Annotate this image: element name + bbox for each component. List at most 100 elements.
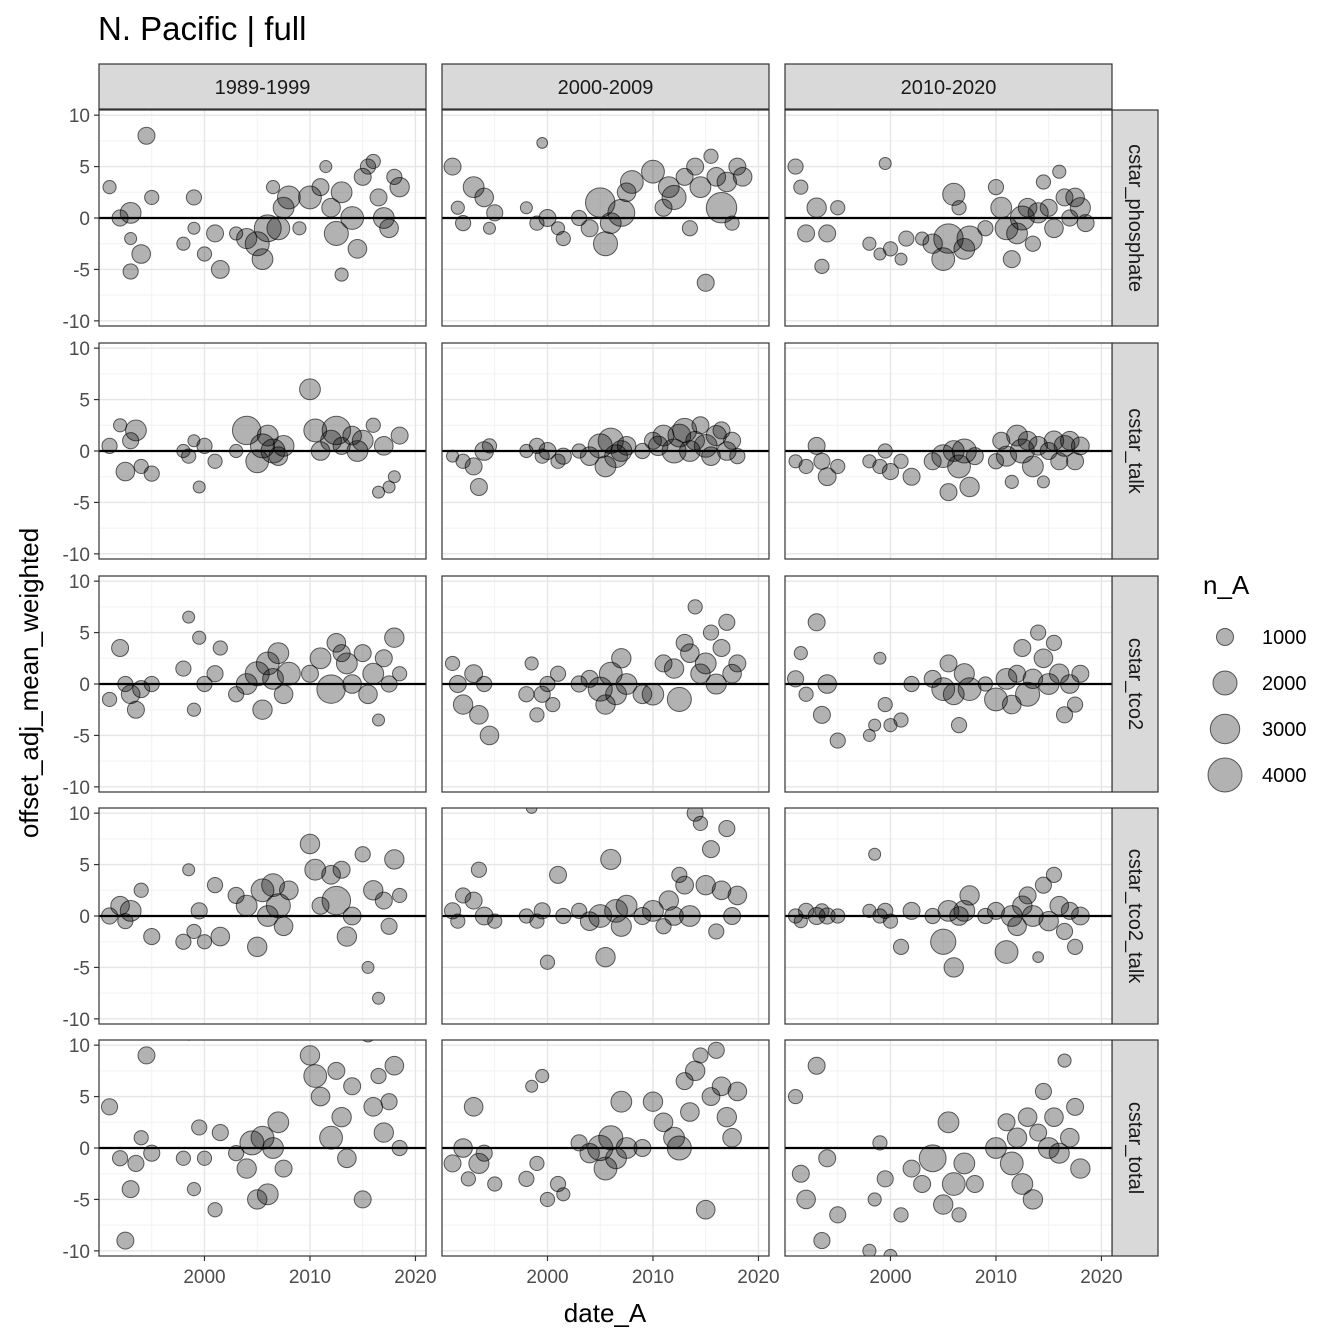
scatter-point <box>236 1158 257 1179</box>
scatter-point <box>722 1127 742 1148</box>
scatter-point <box>942 182 966 206</box>
scatter-point <box>1030 624 1047 641</box>
scatter-point <box>549 865 568 884</box>
scatter-point <box>687 599 703 615</box>
scatter-point <box>256 424 279 447</box>
scatter-point <box>933 1194 954 1215</box>
scatter-point <box>1034 876 1052 894</box>
y-tick-label: 10 <box>69 106 90 127</box>
scatter-point <box>706 167 727 187</box>
row-strip-label: cstar_tco2 <box>1124 638 1146 730</box>
scatter-point <box>812 705 831 724</box>
scatter-point <box>196 246 213 262</box>
scatter-point <box>724 215 740 231</box>
scatter-point <box>902 467 921 486</box>
y-tick-label: 5 <box>79 856 90 877</box>
facet-panel <box>784 109 1113 327</box>
scatter-point <box>786 670 805 688</box>
legend-title: n_A <box>1203 570 1250 600</box>
scatter-point <box>143 928 161 946</box>
scatter-point <box>701 840 720 859</box>
scatter-point <box>539 954 556 970</box>
y-tick-label: -5 <box>73 493 90 514</box>
scatter-point <box>549 665 567 682</box>
y-tick-label: 10 <box>69 339 90 360</box>
scatter-point <box>711 1076 732 1097</box>
scatter-point <box>997 1113 1016 1132</box>
legend-key-circle <box>1216 628 1234 646</box>
y-tick-label: -10 <box>63 545 90 566</box>
scatter-point <box>1045 634 1063 651</box>
scatter-point <box>474 187 495 208</box>
scatter-point <box>192 480 206 494</box>
scatter-point <box>959 885 980 906</box>
scatter-point <box>386 168 403 185</box>
scatter-point <box>330 181 353 204</box>
scatter-point <box>1022 1189 1044 1210</box>
y-tick-label: 10 <box>69 1036 90 1057</box>
scatter-point <box>692 1047 709 1064</box>
scatter-point <box>211 1124 229 1142</box>
scatter-point <box>181 448 197 464</box>
scatter-point <box>487 913 503 929</box>
facet-panel <box>784 575 1113 793</box>
scatter-point <box>253 214 282 243</box>
scatter-point <box>675 1072 694 1091</box>
scatter-point <box>947 454 971 479</box>
scatter-point <box>689 176 712 199</box>
scatter-point <box>309 647 332 670</box>
scatter-point <box>475 1144 493 1162</box>
scatter-point <box>813 452 831 470</box>
scatter-point <box>529 215 545 231</box>
scatter-point <box>817 467 837 487</box>
scatter-point <box>1034 1082 1052 1100</box>
x-tick-label: 2020 <box>394 1267 436 1288</box>
y-axis-ticks: -10 -5 0 5 10 -10 -5 0 5 10 -10 -5 0 5 10 -10 -5 0 5 10 -10 -… <box>63 106 99 1263</box>
scatter-point <box>276 185 301 210</box>
scatter-point <box>519 201 533 215</box>
scatter-point <box>332 860 351 879</box>
facet-panel <box>441 575 770 793</box>
scatter-point <box>641 683 665 706</box>
scatter-point <box>272 434 295 457</box>
scatter-point <box>702 624 720 641</box>
scatter-point <box>716 171 737 193</box>
scatter-point <box>384 849 405 870</box>
scatter-point <box>930 928 957 955</box>
scatter-point <box>707 1041 725 1059</box>
scatter-point <box>363 880 384 901</box>
facet-panel <box>441 807 770 1025</box>
scatter-point <box>939 654 958 673</box>
scatter-point <box>718 820 736 838</box>
scatter-point <box>898 230 915 247</box>
scatter-point <box>479 725 500 746</box>
scatter-point <box>365 417 381 433</box>
scatter-point <box>244 661 270 687</box>
scatter-point <box>881 463 900 481</box>
scatter-point <box>196 934 213 950</box>
scatter-point <box>247 1189 268 1210</box>
facet-panel <box>98 807 427 1025</box>
x-tick-label: 2000 <box>869 1267 911 1288</box>
scatter-point <box>392 666 408 682</box>
scatter-point <box>137 126 156 145</box>
scatter-point <box>525 1079 539 1093</box>
scatter-point <box>1018 886 1037 905</box>
scatter-point <box>987 453 1005 470</box>
scatter-point <box>1057 1053 1072 1068</box>
scatter-point <box>321 885 352 916</box>
scatter-point <box>212 640 228 656</box>
scatter-point <box>175 1150 191 1166</box>
scatter-point <box>191 1119 208 1136</box>
column-strip <box>784 63 1113 110</box>
y-tick-label: 0 <box>79 907 90 928</box>
scatter-point <box>347 239 368 259</box>
scatter-point <box>524 656 539 671</box>
facet-panel <box>784 807 1113 1025</box>
scatter-point <box>661 184 687 210</box>
scatter-point <box>124 232 138 246</box>
scatter-point <box>443 157 462 176</box>
scatter-point <box>711 880 732 901</box>
scatter-point <box>387 470 401 484</box>
